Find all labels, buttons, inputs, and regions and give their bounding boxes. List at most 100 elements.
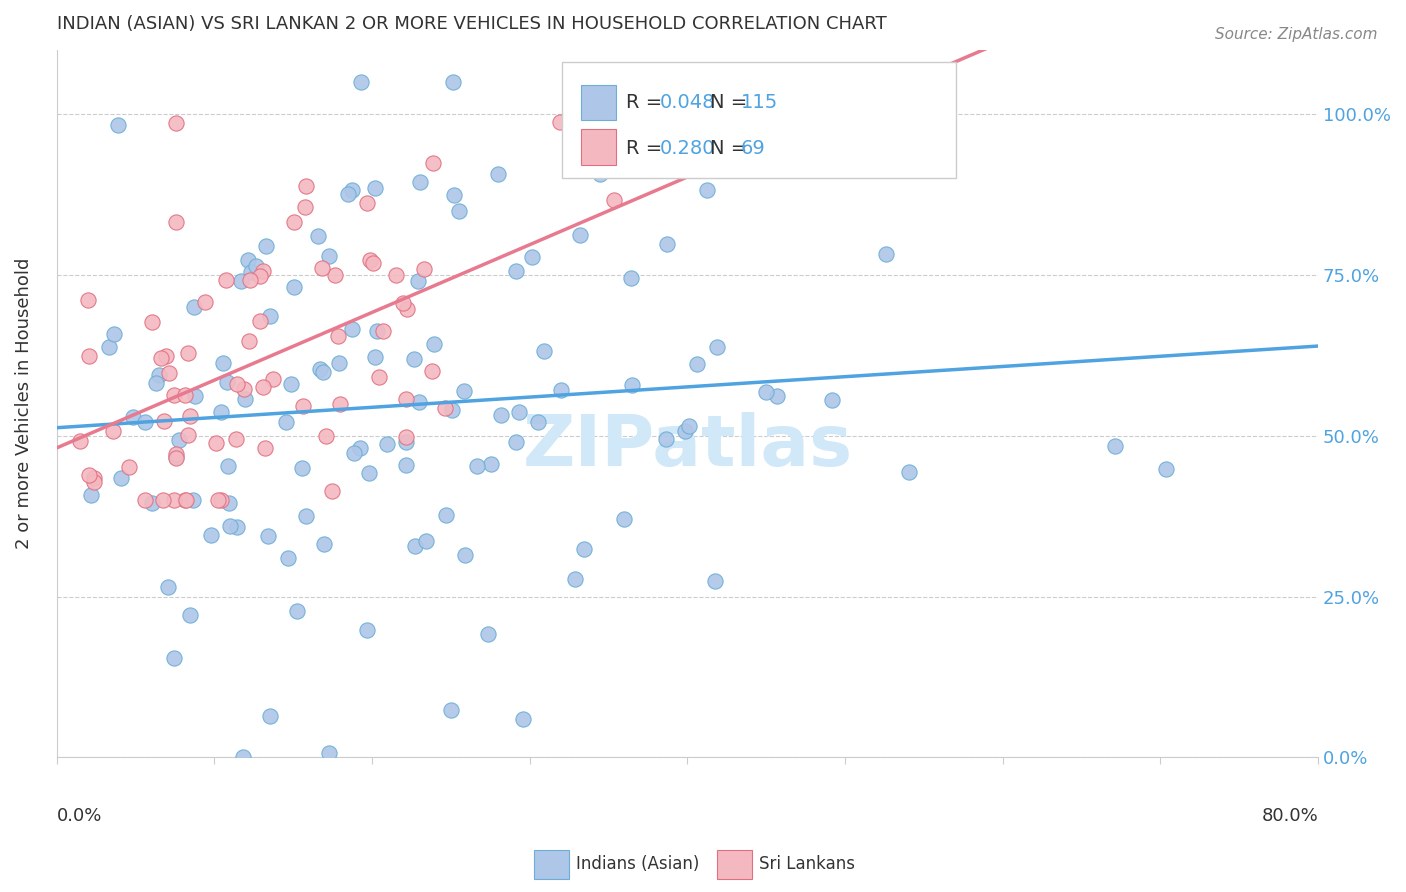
- Point: [508, 405, 530, 419]
- Point: [558, 97, 581, 112]
- Text: Sri Lankans: Sri Lankans: [759, 855, 855, 873]
- Point: [454, 548, 477, 562]
- Point: [325, 268, 347, 283]
- Point: [696, 183, 718, 197]
- Point: [209, 405, 232, 419]
- Point: [294, 200, 316, 214]
- Point: [215, 273, 238, 287]
- Point: [183, 300, 205, 314]
- Point: [453, 384, 475, 398]
- Point: [155, 349, 177, 363]
- Point: [233, 392, 256, 406]
- Point: [433, 401, 456, 415]
- Point: [184, 389, 207, 403]
- Point: [375, 437, 398, 451]
- Point: [321, 483, 343, 498]
- Point: [364, 350, 387, 364]
- Point: [181, 493, 204, 508]
- Point: [165, 450, 187, 465]
- Point: [233, 382, 256, 396]
- Point: [259, 309, 281, 323]
- Point: [349, 442, 371, 456]
- Point: [441, 75, 464, 89]
- Point: [215, 376, 238, 390]
- Point: [295, 509, 318, 524]
- Point: [291, 461, 314, 475]
- Point: [423, 336, 446, 351]
- Point: [621, 378, 644, 392]
- Point: [356, 623, 378, 637]
- Point: [395, 392, 418, 407]
- Text: 0.048: 0.048: [659, 93, 714, 112]
- Point: [412, 261, 434, 276]
- Point: [225, 520, 247, 534]
- Point: [620, 271, 643, 285]
- Point: [176, 345, 198, 359]
- Point: [409, 175, 432, 189]
- Point: [328, 356, 350, 370]
- Point: [253, 441, 276, 455]
- Point: [343, 446, 366, 460]
- Point: [440, 703, 463, 717]
- Point: [156, 581, 179, 595]
- Point: [163, 387, 186, 401]
- Text: INDIAN (ASIAN) VS SRI LANKAN 2 OR MORE VEHICLES IN HOUSEHOLD CORRELATION CHART: INDIAN (ASIAN) VS SRI LANKAN 2 OR MORE V…: [56, 15, 886, 33]
- Point: [141, 496, 163, 510]
- Point: [766, 389, 789, 403]
- Point: [274, 415, 297, 429]
- Point: [821, 393, 844, 408]
- Point: [394, 458, 416, 473]
- Point: [79, 468, 101, 483]
- Point: [97, 341, 120, 355]
- Point: [283, 215, 305, 229]
- Point: [285, 604, 308, 618]
- Point: [318, 249, 340, 263]
- Point: [150, 351, 173, 365]
- Point: [520, 250, 543, 264]
- Point: [110, 471, 132, 485]
- Point: [673, 425, 696, 439]
- Point: [477, 626, 499, 640]
- Point: [277, 550, 299, 565]
- Point: [103, 425, 125, 439]
- Point: [408, 394, 430, 409]
- Point: [361, 255, 384, 269]
- Point: [225, 432, 247, 446]
- Point: [163, 651, 186, 665]
- Point: [219, 519, 242, 533]
- Point: [356, 196, 378, 211]
- Point: [249, 313, 271, 327]
- Point: [312, 365, 335, 379]
- Point: [371, 324, 394, 338]
- Point: [350, 75, 373, 89]
- Point: [678, 419, 700, 434]
- Point: [122, 410, 145, 425]
- Point: [440, 403, 463, 417]
- Point: [875, 247, 897, 261]
- Point: [415, 533, 437, 548]
- Point: [163, 493, 186, 508]
- Point: [165, 116, 187, 130]
- Point: [249, 268, 271, 283]
- Point: [80, 488, 103, 502]
- Text: ZIPatlas: ZIPatlas: [522, 411, 852, 481]
- Point: [207, 493, 229, 508]
- Point: [145, 376, 167, 391]
- Point: [340, 183, 363, 197]
- Point: [239, 273, 262, 287]
- Point: [218, 496, 240, 510]
- Text: R =: R =: [626, 93, 668, 112]
- Point: [259, 709, 281, 723]
- Point: [404, 539, 426, 553]
- Point: [252, 379, 274, 393]
- Text: 80.0%: 80.0%: [1261, 807, 1319, 825]
- Point: [238, 334, 260, 348]
- Point: [152, 493, 174, 508]
- Point: [167, 433, 190, 447]
- Point: [118, 459, 141, 474]
- Point: [443, 188, 465, 202]
- Point: [141, 315, 163, 329]
- Point: [309, 362, 332, 376]
- Point: [1156, 462, 1178, 476]
- Point: [655, 432, 678, 446]
